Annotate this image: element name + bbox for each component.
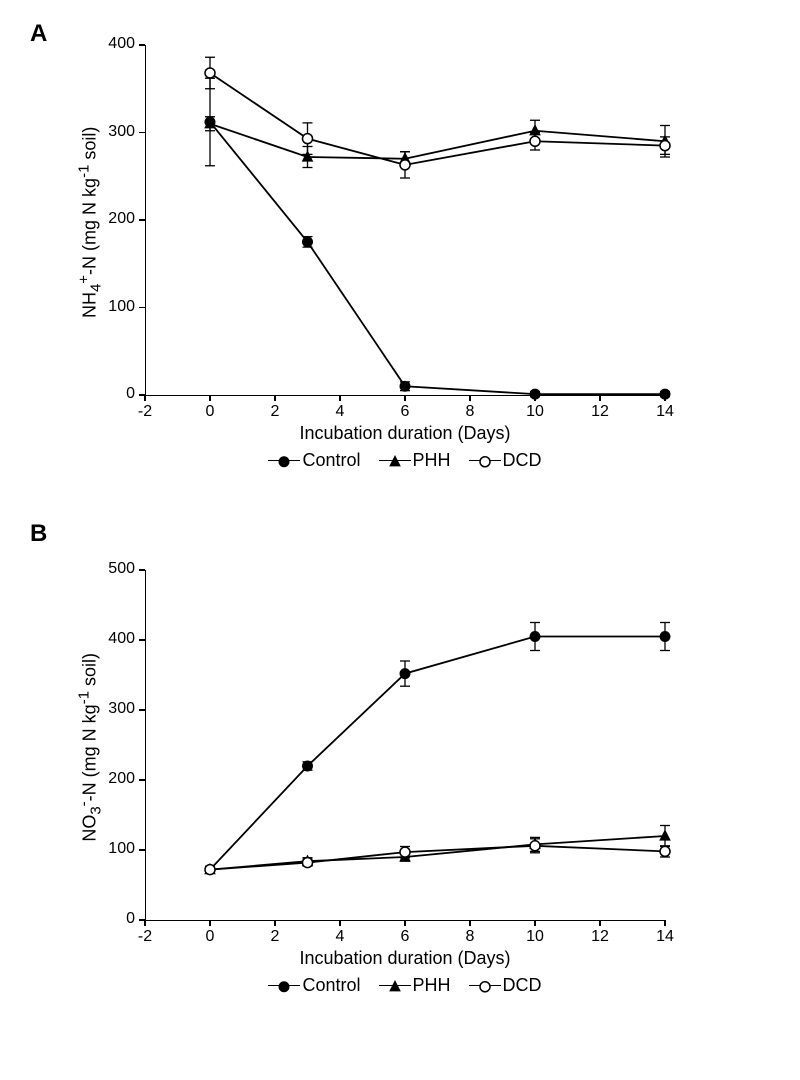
legend-label: PHH [413,450,451,471]
legend-label: DCD [503,450,542,471]
panel-a-ylabel: NH4+-N (mg N kg-1 soil) [76,122,105,322]
panel-a-label: A [30,20,47,48]
panel-a-xlabel: Incubation duration (Days) [145,423,665,444]
panel-b-label: B [30,520,47,548]
y-tick-label: 400 [108,630,135,648]
x-tick [664,920,666,926]
panel-b-legend: Control PHH DCD [145,975,665,996]
x-tick [469,395,471,401]
x-tick-label: 14 [650,928,680,946]
x-tick-label: 0 [195,928,225,946]
y-tick-label: 300 [108,123,135,141]
y-tick [139,779,145,781]
x-tick [339,920,341,926]
y-tick [139,639,145,641]
y-tick-label: 0 [126,910,135,928]
y-tick [139,569,145,571]
x-tick [274,395,276,401]
y-tick [139,219,145,221]
y-tick-label: 0 [126,385,135,403]
x-tick [534,920,536,926]
y-tick-label: 200 [108,770,135,788]
legend-label: Control [302,975,360,996]
x-tick-label: 0 [195,403,225,421]
x-tick [209,395,211,401]
x-tick-label: -2 [130,403,160,421]
legend-label: Control [302,450,360,471]
x-tick-label: 8 [455,928,485,946]
x-tick-label: 10 [520,928,550,946]
x-tick [274,920,276,926]
y-tick-label: 300 [108,700,135,718]
x-tick [599,920,601,926]
x-tick-label: 8 [455,403,485,421]
x-tick-label: 12 [585,403,615,421]
x-tick-label: 6 [390,403,420,421]
x-tick-label: 12 [585,928,615,946]
panel-a-svg [145,45,665,395]
x-tick-label: 2 [260,928,290,946]
x-tick [469,920,471,926]
legend-item: PHH [379,975,451,996]
x-tick [404,920,406,926]
x-tick [209,920,211,926]
y-tick-label: 200 [108,210,135,228]
x-tick [404,395,406,401]
legend-label: PHH [413,975,451,996]
x-tick-label: 14 [650,403,680,421]
y-tick-label: 500 [108,560,135,578]
x-tick [339,395,341,401]
y-tick-label: 100 [108,840,135,858]
y-tick [139,132,145,134]
legend-item: Control [268,450,360,471]
x-tick-label: 4 [325,403,355,421]
legend-label: DCD [503,975,542,996]
figure-root: A 0100200300400 -202468101214 NH4+-N (mg… [0,0,800,1080]
legend-item: Control [268,975,360,996]
y-tick-label: 100 [108,298,135,316]
x-tick [144,395,146,401]
x-tick-label: 10 [520,403,550,421]
x-tick [144,920,146,926]
x-tick-label: 2 [260,403,290,421]
y-tick [139,307,145,309]
panel-b-xlabel: Incubation duration (Days) [145,948,665,969]
legend-item: DCD [469,975,542,996]
y-tick [139,709,145,711]
x-tick-label: 4 [325,928,355,946]
x-tick [534,395,536,401]
y-tick-label: 400 [108,35,135,53]
x-tick [599,395,601,401]
y-tick [139,44,145,46]
legend-item: DCD [469,450,542,471]
panel-a-legend: Control PHH DCD [145,450,665,471]
x-tick [664,395,666,401]
legend-item: PHH [379,450,451,471]
x-tick-label: -2 [130,928,160,946]
panel-b-ylabel: NO3--N (mg N kg-1 soil) [76,647,105,847]
y-tick [139,849,145,851]
panel-b-svg [145,570,665,920]
x-tick-label: 6 [390,928,420,946]
